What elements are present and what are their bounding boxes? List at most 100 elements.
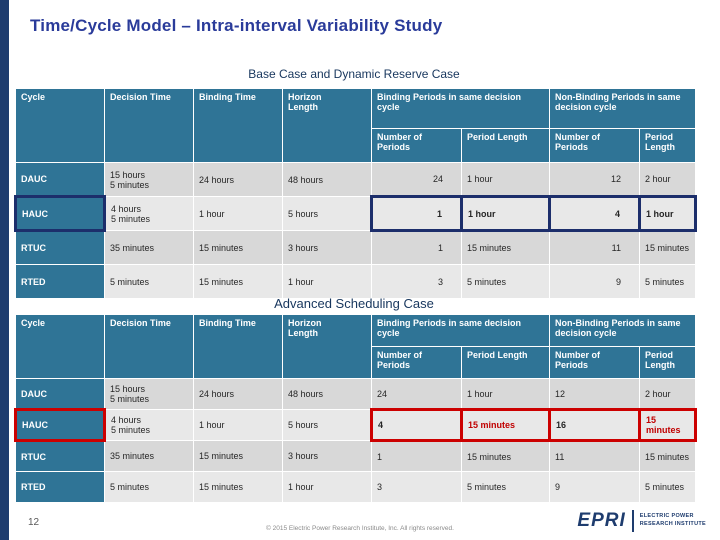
row-label: DAUC [15,378,105,410]
cell-binding-num-periods: 3 [371,264,462,299]
table-row-rted: RTED 5 minutes 15 minutes 1 hour 3 5 min… [15,264,697,299]
cell-binding-period-length: 5 minutes [461,471,550,503]
table-row-hauc: HAUC 4 hours 5 minutes 1 hour 5 hours 1 … [14,195,698,232]
cell-decision-time: 15 hours 5 minutes [104,378,194,410]
cell-binding-time: 1 hour [193,196,283,231]
col-group-binding-periods: Binding Periods in same decision cycle [371,88,550,129]
cell-binding-num-periods: 4 [370,408,463,442]
cell-nonbinding-num-periods: 9 [549,264,640,299]
cell-binding-period-length: 15 minutes [460,408,551,442]
cell-decision-time: 35 minutes [104,230,194,265]
col-group-nonbinding-periods: Non-Binding Periods in same decision cyc… [548,88,697,129]
epri-wordmark: EPRI [577,510,626,531]
cell-nonbinding-num-periods: 12 [549,378,640,410]
row-label: DAUC [15,162,105,197]
cell-nonbinding-period-length: 5 minutes [638,264,697,299]
cell-decision-time: 4 hours 5 minutes [104,196,194,231]
table-row-rtuc: RTUC 35 minutes 15 minutes 3 hours 1 15 … [15,230,697,265]
cell-binding-time: 15 minutes [193,264,283,299]
header-row: Cycle Decision Time Binding Time Horizon… [15,88,697,163]
cell-horizon-length: 3 hours [282,440,372,472]
table-row-rted: RTED 5 minutes 15 minutes 1 hour 3 5 min… [15,471,697,503]
row-label: RTED [15,264,105,299]
col-header-cycle: Cycle [15,88,105,163]
row-label: HAUC [14,195,106,232]
col-header-number-of-periods: Number of Periods [549,128,640,163]
copyright-text: © 2015 Electric Power Research Institute… [266,525,454,532]
cell-decision-time: 15 hours 5 minutes [104,162,194,197]
col-group-binding-periods: Binding Periods in same decision cycle [371,314,550,347]
col-header-horizon-length: Horizon Length [282,88,372,163]
col-header-number-of-periods: Number of Periods [371,128,462,163]
table1-caption: Base Case and Dynamic Reserve Case [248,67,460,81]
cell-nonbinding-period-length: 2 hour [638,162,697,197]
cell-horizon-length: 5 hours [282,196,372,231]
cell-nonbinding-period-length: 15 minutes [638,230,697,265]
cell-horizon-length: 1 hour [282,264,372,299]
cell-binding-time: 15 minutes [193,230,283,265]
cell-binding-period-length: 1 hour [461,162,550,197]
logo-divider [631,510,634,532]
col-header-number-of-periods: Number of Periods [371,346,462,379]
cell-horizon-length: 1 hour [282,471,372,503]
base-case-table: Cycle Decision Time Binding Time Horizon… [14,88,698,299]
cell-decision-time: 4 hours 5 minutes [104,409,194,441]
table2-caption: Advanced Scheduling Case [274,296,434,311]
col-group-nonbinding-periods: Non-Binding Periods in same decision cyc… [548,314,697,347]
cell-binding-time: 15 minutes [193,471,283,503]
cell-horizon-length: 3 hours [282,230,372,265]
cell-horizon-length: 48 hours [282,162,372,197]
header-row: Cycle Decision Time Binding Time Horizon… [15,314,697,379]
table-row-dauc: DAUC 15 hours 5 minutes 24 hours 48 hour… [15,162,697,197]
cell-horizon-length: 5 hours [282,409,372,441]
cell-binding-period-length: 15 minutes [461,230,550,265]
cell-nonbinding-num-periods: 11 [549,440,640,472]
cell-binding-num-periods: 24 [371,162,462,197]
slide-title: Time/Cycle Model – Intra-interval Variab… [30,16,443,35]
cell-binding-period-length: 5 minutes [461,264,550,299]
cell-nonbinding-num-periods: 16 [548,408,641,442]
table-row-dauc: DAUC 15 hours 5 minutes 24 hours 48 hour… [15,378,697,410]
table-row-hauc: HAUC 4 hours 5 minutes 1 hour 5 hours 4 … [14,408,698,442]
cell-nonbinding-period-length: 1 hour [637,195,698,232]
advanced-scheduling-table: Cycle Decision Time Binding Time Horizon… [14,314,698,503]
cell-binding-num-periods: 1 [370,195,463,232]
cell-nonbinding-period-length: 15 minutes [638,440,697,472]
page-number: 12 [28,517,40,528]
row-label: HAUC [14,408,106,442]
col-header-binding-time: Binding Time [193,314,283,379]
cell-binding-period-length: 15 minutes [461,440,550,472]
epri-logo: EPRI ELECTRIC POWER RESEARCH INSTITUTE [577,510,706,532]
col-header-period-length: Period Length [638,346,697,379]
cell-nonbinding-num-periods: 11 [549,230,640,265]
col-header-number-of-periods: Number of Periods [549,346,640,379]
cell-nonbinding-num-periods: 4 [548,195,641,232]
cell-nonbinding-period-length: 2 hour [638,378,697,410]
cell-binding-time: 24 hours [193,378,283,410]
cell-binding-period-length: 1 hour [461,378,550,410]
col-header-cycle: Cycle [15,314,105,379]
col-header-period-length: Period Length [638,128,697,163]
cell-binding-period-length: 1 hour [460,195,551,232]
subheader-row: Number of Periods Period Length Number o… [16,128,697,163]
cell-binding-num-periods: 1 [371,230,462,265]
col-header-period-length: Period Length [461,128,550,163]
col-header-decision-time: Decision Time [104,314,194,379]
col-header-binding-time: Binding Time [193,88,283,163]
cell-binding-time: 24 hours [193,162,283,197]
cell-binding-num-periods: 1 [371,440,462,472]
cell-nonbinding-period-length: 15 minutes [637,408,698,442]
row-label: RTED [15,471,105,503]
cell-binding-time: 1 hour [193,409,283,441]
cell-binding-time: 15 minutes [193,440,283,472]
logo-tagline-line2: RESEARCH INSTITUTE [639,521,706,527]
cell-nonbinding-period-length: 5 minutes [638,471,697,503]
table-row-rtuc: RTUC 35 minutes 15 minutes 3 hours 1 15 … [15,440,697,472]
cell-decision-time: 5 minutes [104,264,194,299]
cell-binding-num-periods: 3 [371,471,462,503]
col-header-decision-time: Decision Time [104,88,194,163]
left-accent-bar [0,0,9,540]
cell-nonbinding-num-periods: 9 [549,471,640,503]
cell-nonbinding-num-periods: 12 [549,162,640,197]
